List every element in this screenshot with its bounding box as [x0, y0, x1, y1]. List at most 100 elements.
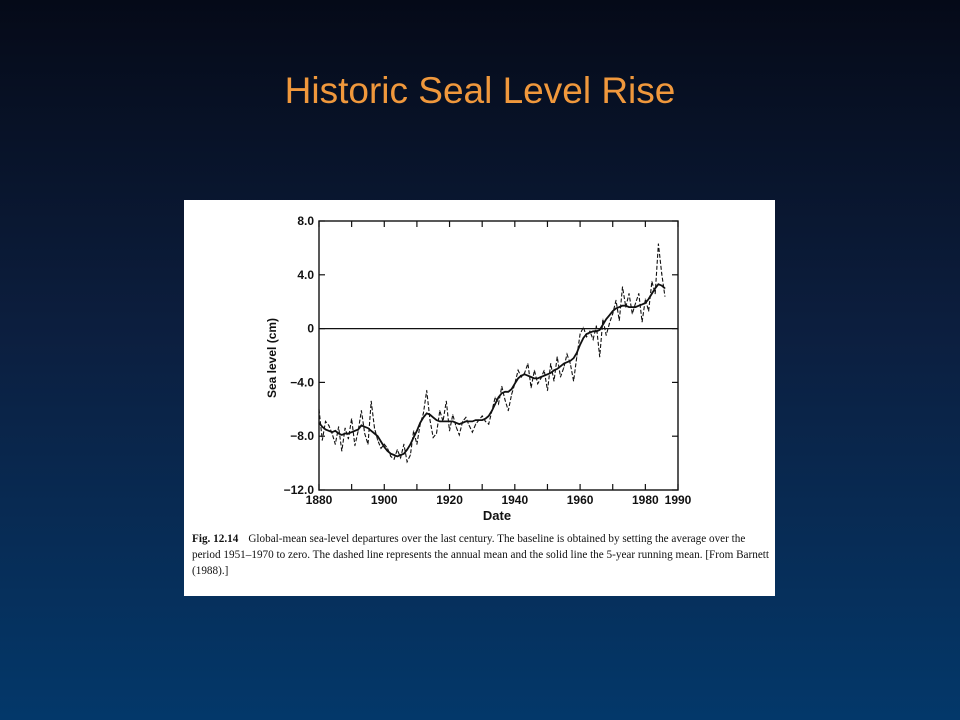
annual-mean-point [566, 353, 568, 355]
running-mean-point [396, 455, 398, 457]
running-mean-point [422, 416, 425, 418]
running-mean-point [540, 376, 542, 378]
annual-mean-point [331, 432, 333, 435]
annual-mean-point [383, 443, 385, 445]
running-mean-point [331, 431, 333, 433]
running-mean-point [543, 375, 545, 377]
running-mean-point [530, 376, 532, 378]
annual-mean-point [648, 310, 650, 312]
annual-mean-point [435, 432, 438, 435]
running-mean-point [484, 418, 487, 420]
running-mean-point [576, 352, 578, 354]
annual-mean-point [328, 424, 330, 427]
annual-mean-point [664, 295, 666, 297]
annual-mean-point [615, 299, 617, 301]
annual-mean-point [344, 427, 346, 429]
x-tick-label: 1990 [665, 493, 692, 507]
running-mean-point [605, 318, 607, 320]
annual-mean-point [458, 434, 460, 436]
annual-mean-point [399, 457, 402, 459]
running-mean-point [592, 330, 594, 332]
annual-mean-point [507, 410, 509, 412]
annual-mean-point [360, 410, 363, 412]
running-mean-point [631, 306, 633, 308]
annual-mean-point [481, 415, 483, 417]
running-mean-point [533, 377, 535, 379]
running-mean-point [458, 423, 460, 425]
running-mean-point [648, 298, 650, 300]
annual-mean-point [569, 362, 571, 365]
slide-title: Historic Seal Level Rise [284, 70, 676, 111]
running-mean-point [471, 420, 473, 423]
annual-mean-point [364, 432, 366, 435]
annual-mean-point [390, 455, 392, 457]
annual-mean-point [501, 385, 503, 388]
annual-mean-point [347, 438, 349, 440]
running-mean-point [334, 430, 336, 432]
annual-mean-point [318, 408, 320, 410]
running-mean-point [553, 369, 555, 371]
annual-mean-point [631, 313, 633, 315]
running-mean-point [520, 375, 522, 377]
annual-mean-point [644, 298, 646, 300]
running-mean-point [452, 420, 454, 423]
running-mean-point [569, 360, 571, 362]
running-mean-point [442, 420, 444, 423]
annual-mean-point [439, 410, 441, 412]
running-mean-point [367, 427, 369, 429]
figure-number: Fig. 12.14 [192, 533, 239, 545]
y-tick-label: −12.0 [284, 483, 315, 497]
annual-mean-point [406, 461, 408, 463]
running-mean-point [589, 332, 591, 334]
running-mean-point [403, 453, 405, 455]
annual-mean-point [370, 400, 372, 402]
annual-mean-point [403, 443, 405, 445]
figure-caption: Fig. 12.14 Global-mean sea-level departur… [192, 531, 770, 579]
running-mean-point [657, 283, 660, 285]
annual-mean-point [432, 436, 434, 439]
running-mean-point [612, 310, 614, 312]
annual-mean-point [413, 430, 415, 432]
running-mean-point [595, 330, 598, 332]
running-mean-point [488, 415, 490, 417]
annual-mean-point [576, 356, 578, 358]
annual-mean-point [546, 389, 549, 392]
running-mean-point [618, 306, 620, 308]
running-mean-point [370, 430, 372, 432]
annual-mean-point [579, 333, 581, 335]
running-mean-point [654, 287, 656, 289]
plot-frame [318, 220, 679, 491]
annual-mean-point [553, 380, 555, 382]
running-mean-point [413, 436, 415, 439]
x-axis-label: Date [483, 508, 511, 523]
x-tick-label: 1980 [632, 493, 659, 507]
annual-mean-point [661, 272, 663, 275]
running-mean-point [527, 375, 529, 377]
running-mean-point [559, 365, 562, 367]
running-mean-point [661, 284, 663, 287]
running-mean-point [510, 388, 513, 390]
running-mean-point [491, 410, 493, 412]
running-mean-point [462, 422, 464, 424]
annual-mean-point [533, 369, 535, 371]
running-mean-point [432, 416, 434, 418]
running-mean-point [602, 323, 604, 326]
y-tick-label: −4.0 [290, 375, 314, 389]
annual-mean-point [612, 313, 614, 315]
annual-mean-point [429, 419, 431, 421]
annual-mean-point [468, 424, 470, 427]
running-mean-point [380, 440, 382, 443]
running-mean-point [572, 357, 575, 359]
running-mean-point [579, 344, 581, 346]
running-mean-point [360, 424, 363, 427]
annual-mean-point [465, 416, 467, 418]
annual-mean-point [396, 449, 398, 451]
annual-mean-point [337, 426, 340, 428]
annual-mean-point [582, 326, 584, 328]
annual-mean-point [475, 423, 477, 425]
x-tick-label: 1940 [501, 493, 528, 507]
annual-mean-point [634, 302, 637, 304]
x-tick-label: 1920 [436, 493, 463, 507]
figure-card: 8.0 4.0 0 −4.0 −8.0 −12.0 1880 1900 1920 1940 1960… [184, 200, 775, 596]
running-mean-point [615, 307, 617, 310]
